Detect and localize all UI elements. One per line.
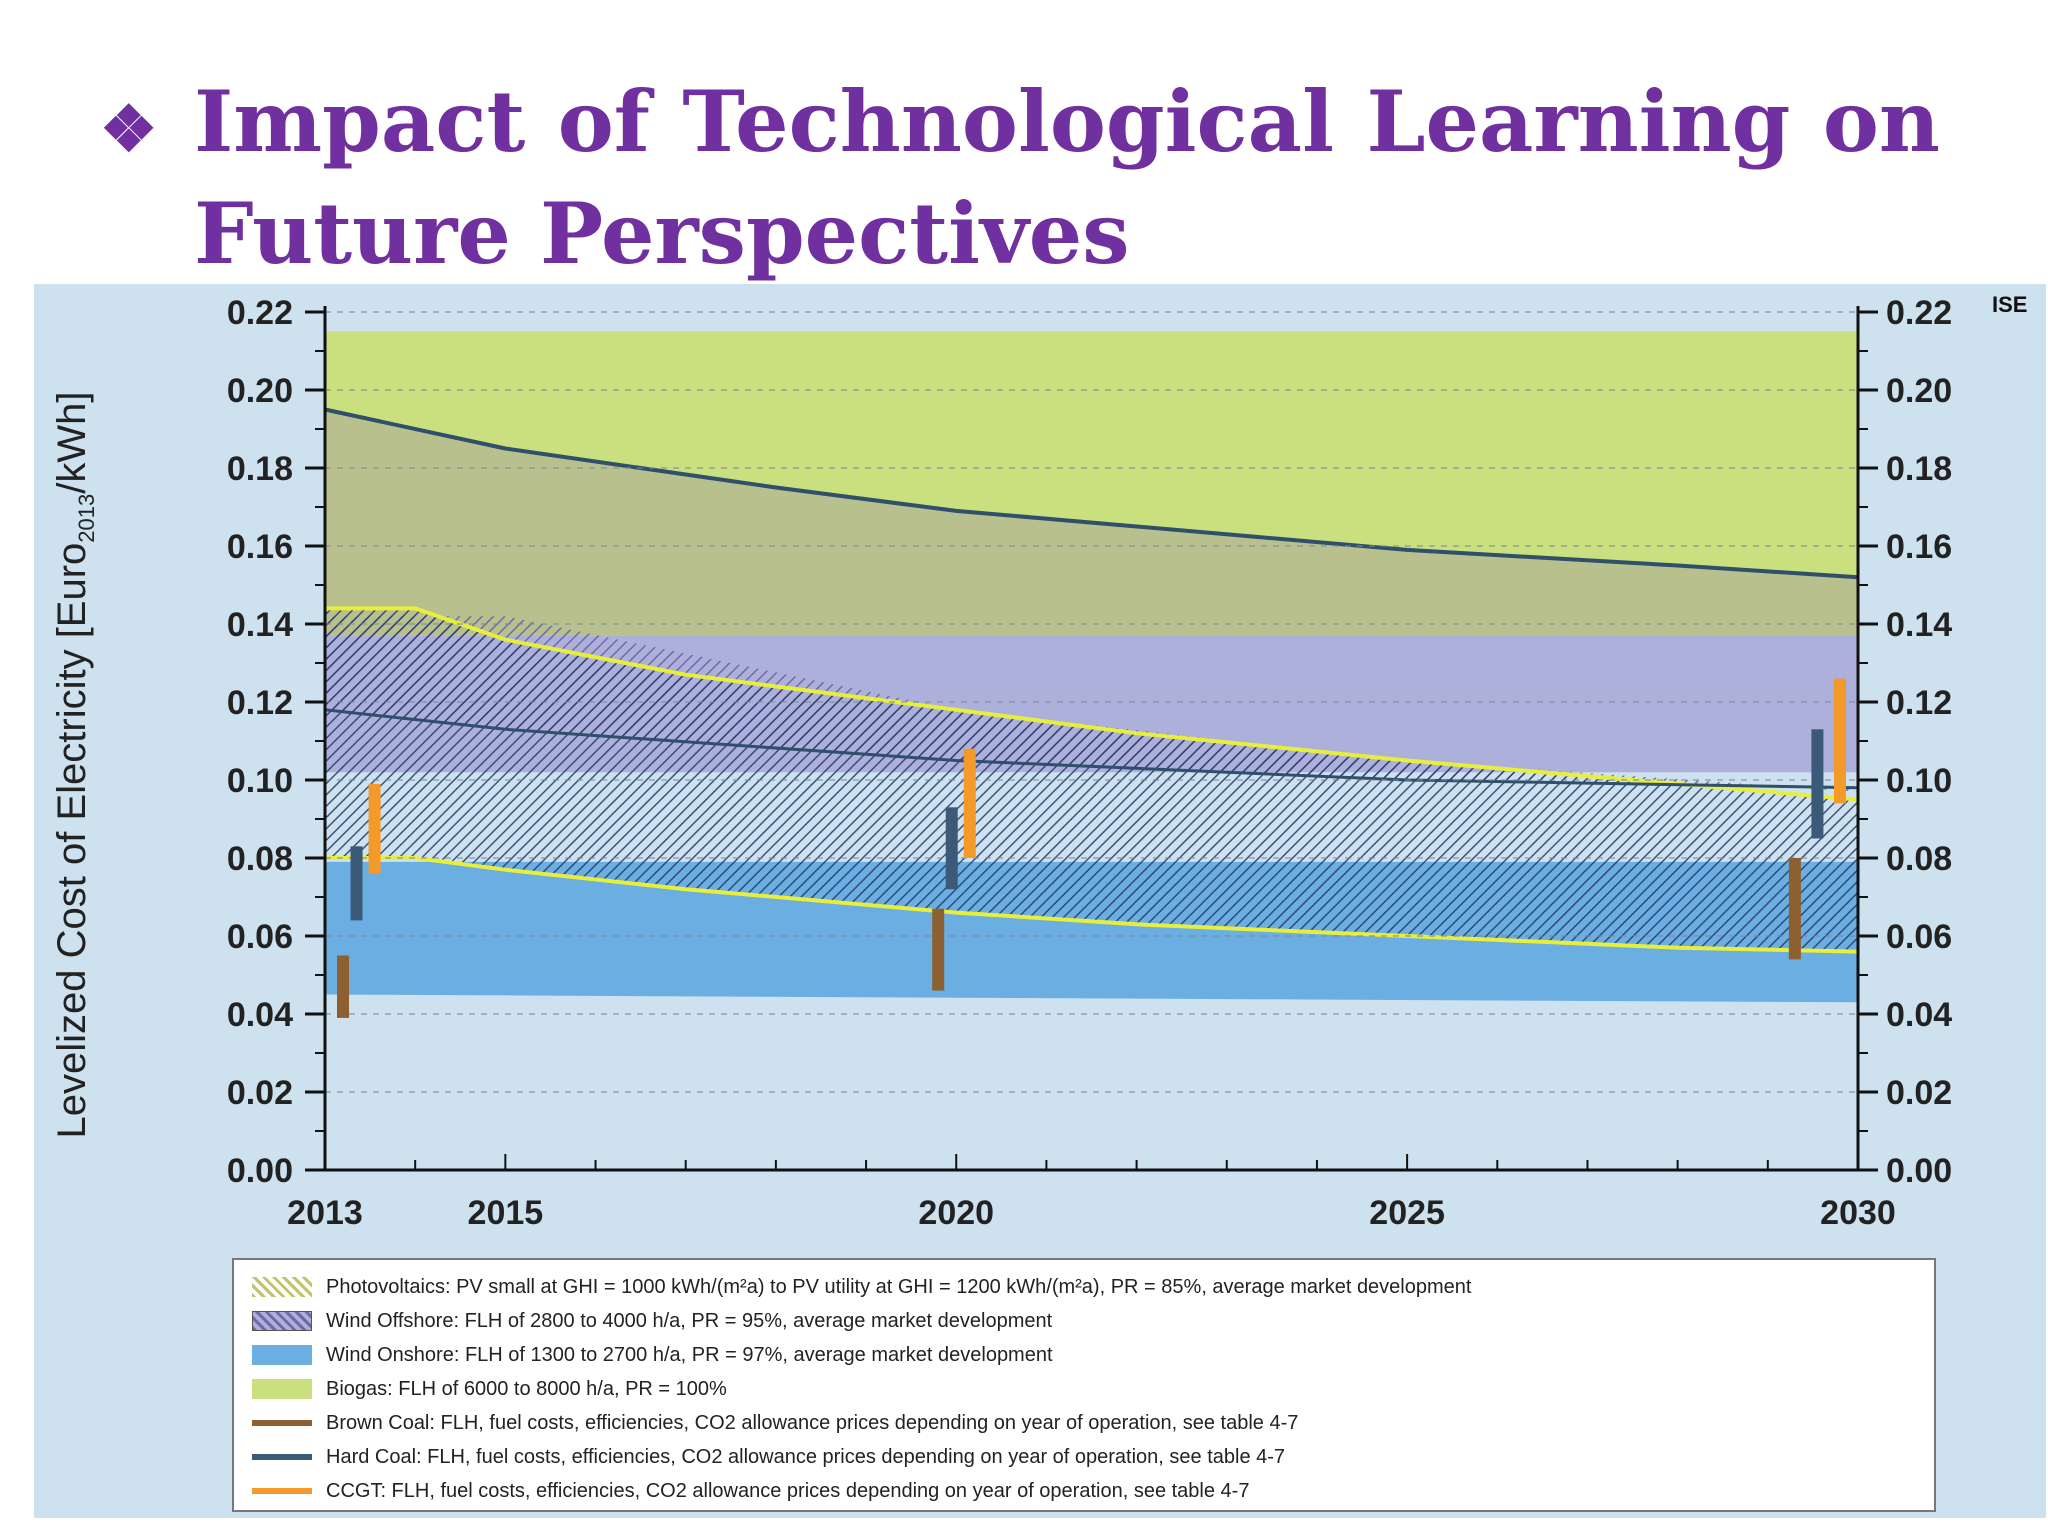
title-word: Impact [194, 72, 526, 171]
wind-offshore-hatch [325, 616, 1858, 792]
legend: Photovoltaics: PV small at GHI = 1000 kW… [232, 1258, 1936, 1512]
y-tick-label-right: 0.10 [1886, 762, 1952, 800]
legend-label: Wind Onshore: FLH of 1300 to 2700 h/a, P… [326, 1343, 1053, 1366]
title-line-2: Future Perspectives [194, 184, 1130, 283]
legend-swatch [252, 1311, 312, 1331]
diamond-bullet-icon: ❖ [100, 92, 158, 167]
brown-coal-range-bar [932, 908, 945, 991]
y-tick-label: 0.22 [227, 294, 293, 332]
offshore-lower-line [324, 708, 1859, 790]
y-tick-label-right: 0.04 [1886, 996, 1952, 1034]
slide-title: ❖ Impact of Technological Learning on Fu… [100, 70, 1940, 286]
y-tick-label: 0.18 [227, 450, 293, 488]
y-tick-label: 0.14 [227, 606, 293, 644]
biogas-lower-zone [325, 409, 1858, 636]
legend-entry-hard-coal: Hard Coal: FLH, fuel costs, efficiencies… [234, 1440, 1934, 1474]
corner-label: ISE [1992, 292, 2027, 317]
title-word: of [557, 72, 650, 171]
legend-swatch [252, 1488, 312, 1494]
title-line-1: Impact of Technological Learning on [194, 70, 1940, 174]
x-tick-label: 2025 [1369, 1194, 1445, 1232]
y-tick-label: 0.20 [227, 372, 293, 410]
legend-swatch [252, 1379, 312, 1399]
title-word: Technological [682, 72, 1335, 171]
y-tick-label-right: 0.18 [1886, 450, 1952, 488]
pv-upper-edge [325, 606, 1859, 802]
x-tick-label: 2030 [1820, 1194, 1896, 1232]
legend-swatch [252, 1454, 312, 1460]
legend-entry-pv: Photovoltaics: PV small at GHI = 1000 kW… [234, 1270, 1934, 1304]
ccgt-range-bar [1833, 678, 1846, 804]
brown-coal-range-bar [1788, 858, 1801, 960]
legend-label: Brown Coal: FLH, fuel costs, efficiencie… [326, 1411, 1299, 1434]
legend-label: Wind Offshore: FLH of 2800 to 4000 h/a, … [326, 1309, 1053, 1332]
y-tick-label: 0.16 [227, 528, 293, 566]
legend-label: Biogas: FLH of 6000 to 8000 h/a, PR = 10… [326, 1377, 727, 1400]
x-tick-label: 2015 [468, 1194, 544, 1232]
y-tick-label-right: 0.06 [1886, 918, 1952, 956]
legend-entry-wind-offshore: Wind Offshore: FLH of 2800 to 4000 h/a, … [234, 1304, 1934, 1338]
y-tick-label-right: 0.12 [1886, 684, 1952, 722]
y-tick-label-right: 0.08 [1886, 840, 1952, 878]
title-word: Learning [1366, 72, 1791, 171]
hard-coal-range-bar [1811, 729, 1824, 839]
ccgt-range-bar [963, 748, 976, 858]
y-tick-label: 0.04 [227, 996, 293, 1034]
biogas-upper-line [324, 407, 1859, 580]
y-axis-label: Levelized Cost of Electricity [Euro2013/… [50, 391, 99, 1139]
pv-hatch-band [325, 608, 1858, 952]
y-tick-label: 0.12 [227, 684, 293, 722]
legend-label: Photovoltaics: PV small at GHI = 1000 kW… [326, 1275, 1472, 1298]
y-tick-label-right: 0.22 [1886, 294, 1952, 332]
y-tick-label: 0.02 [227, 1074, 293, 1112]
legend-swatch [252, 1277, 312, 1297]
hard-coal-range-bar [945, 807, 958, 890]
brown-coal-range-bar [337, 955, 350, 1018]
legend-label: Hard Coal: FLH, fuel costs, efficiencies… [326, 1445, 1286, 1468]
legend-swatch [252, 1420, 312, 1426]
x-tick-label: 2020 [918, 1194, 994, 1232]
y-tick-label: 0.00 [227, 1152, 293, 1190]
y-tick-label-right: 0.14 [1886, 606, 1952, 644]
y-tick-label: 0.10 [227, 762, 293, 800]
y-tick-label: 0.08 [227, 840, 293, 878]
y-tick-label: 0.06 [227, 918, 293, 956]
x-tick-label: 2013 [287, 1194, 363, 1232]
ccgt-range-bar [368, 783, 381, 874]
legend-entry-biogas: Biogas: FLH of 6000 to 8000 h/a, PR = 10… [234, 1372, 1934, 1406]
pv-lower-edge [325, 856, 1859, 954]
legend-label: CCGT: FLH, fuel costs, efficiencies, CO2… [326, 1479, 1250, 1502]
title-word: on [1822, 72, 1940, 171]
y-tick-label-right: 0.02 [1886, 1074, 1952, 1112]
y-tick-label-right: 0.00 [1886, 1152, 1952, 1190]
y-tick-label-right: 0.16 [1886, 528, 1952, 566]
legend-swatch [252, 1345, 312, 1365]
legend-entry-brown-coal: Brown Coal: FLH, fuel costs, efficiencie… [234, 1406, 1934, 1440]
legend-entry-ccgt: CCGT: FLH, fuel costs, efficiencies, CO2… [234, 1474, 1934, 1508]
legend-entry-wind-onshore: Wind Onshore: FLH of 1300 to 2700 h/a, P… [234, 1338, 1934, 1372]
y-tick-label-right: 0.20 [1886, 372, 1952, 410]
hard-coal-range-bar [350, 846, 363, 921]
